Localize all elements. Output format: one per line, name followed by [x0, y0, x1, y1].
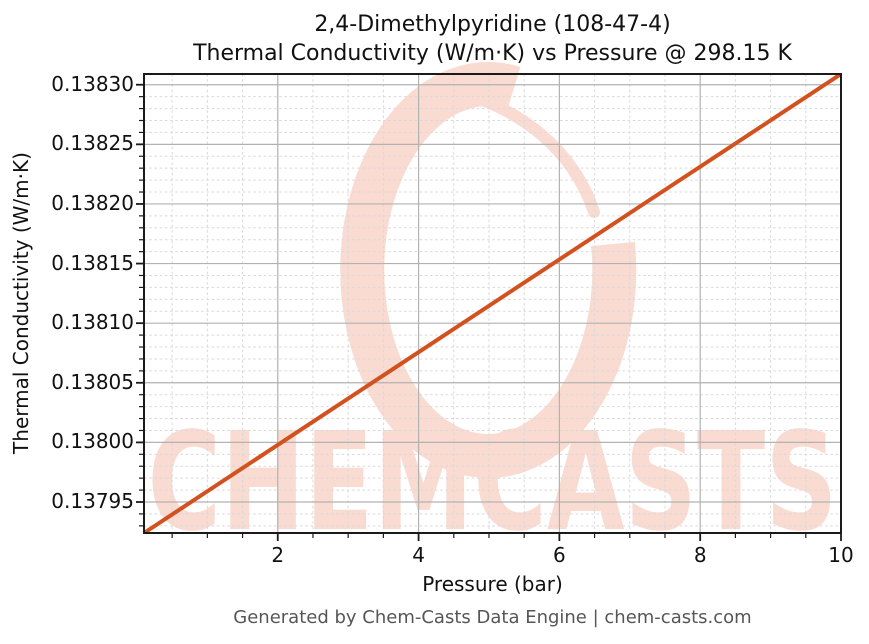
y-tick-label: 0.13810	[51, 310, 134, 335]
x-tick-label: 8	[693, 543, 707, 567]
watermark-logo-flick-icon	[442, 84, 600, 218]
x-tick-label: 4	[412, 543, 425, 567]
watermark-text: CHEMCASTS	[148, 404, 838, 562]
y-tick-label: 0.13830	[51, 71, 134, 96]
y-tick-label: 0.13825	[51, 131, 134, 156]
x-tick-label: 6	[553, 543, 566, 567]
y-tick-label: 0.13820	[51, 190, 134, 215]
chart-title: 2,4-Dimethylpyridine (108-47-4) Thermal …	[144, 10, 841, 68]
x-tick-label: 2	[271, 543, 285, 567]
chart-title-line1: 2,4-Dimethylpyridine (108-47-4)	[314, 12, 671, 37]
x-tick-label: 10	[828, 543, 854, 567]
chart-title-line2: Thermal Conductivity (W/m·K) vs Pressure…	[193, 41, 792, 66]
data-line	[144, 74, 841, 533]
y-tick-label: 0.13805	[51, 369, 134, 394]
footer-credit: Generated by Chem-Casts Data Engine | ch…	[233, 607, 752, 628]
x-axis-label: Pressure (bar)	[422, 572, 563, 596]
watermark-logo-icon	[340, 62, 637, 479]
y-tick-label: 0.13800	[51, 429, 134, 454]
plot-spines	[143, 73, 842, 534]
y-tick-label: 0.13815	[51, 250, 134, 275]
y-tick-label: 0.13795	[51, 489, 134, 513]
